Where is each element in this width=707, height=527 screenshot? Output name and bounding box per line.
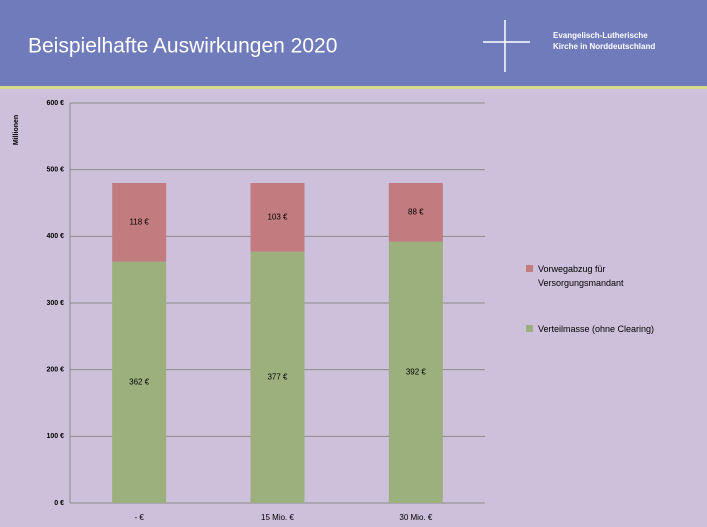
y-tick-label: 400 € — [46, 233, 64, 240]
data-label: 118 € — [129, 217, 149, 226]
x-tick-label: 30 Mio. € — [399, 513, 432, 522]
legend-swatch — [526, 265, 533, 272]
header-rule — [0, 86, 707, 89]
y-tick-label: 0 € — [54, 500, 64, 507]
bar-segment — [112, 183, 167, 262]
bar-segment — [250, 251, 305, 503]
data-label: 362 € — [129, 377, 150, 386]
legend-swatch — [526, 325, 533, 332]
y-tick-label: 500 € — [46, 167, 64, 174]
data-label: 88 € — [408, 207, 424, 216]
y-tick-label: 600 € — [46, 100, 64, 107]
org-name: Kirche in Norddeutschland — [553, 42, 655, 51]
y-tick-label: 300 € — [46, 300, 64, 307]
bar-segment — [388, 183, 443, 242]
slide-title: Beispielhafte Auswirkungen 2020 — [28, 35, 337, 58]
header-band — [0, 0, 707, 86]
legend-item: Verteilmasse (ohne Clearing) — [526, 322, 686, 336]
bar-segment — [388, 241, 443, 503]
bar-segment — [112, 261, 167, 503]
legend-label: Verteilmasse (ohne Clearing) — [538, 324, 655, 334]
bar-segment — [250, 183, 305, 252]
y-tick-label: 200 € — [46, 367, 64, 374]
legend-item: Vorwegabzug für Versorgungsmandant — [526, 262, 686, 290]
y-tick-label: 100 € — [46, 433, 64, 440]
y-axis-label: Millionen — [13, 115, 20, 145]
data-label: 392 € — [406, 367, 427, 376]
x-tick-label: - € — [134, 513, 144, 522]
legend-label: Vorwegabzug für Versorgungsmandant — [538, 264, 624, 288]
org-name: Evangelisch-Lutherische — [553, 31, 648, 40]
data-label: 377 € — [267, 372, 288, 381]
data-label: 103 € — [267, 212, 288, 221]
x-tick-label: 15 Mio. € — [261, 513, 294, 522]
